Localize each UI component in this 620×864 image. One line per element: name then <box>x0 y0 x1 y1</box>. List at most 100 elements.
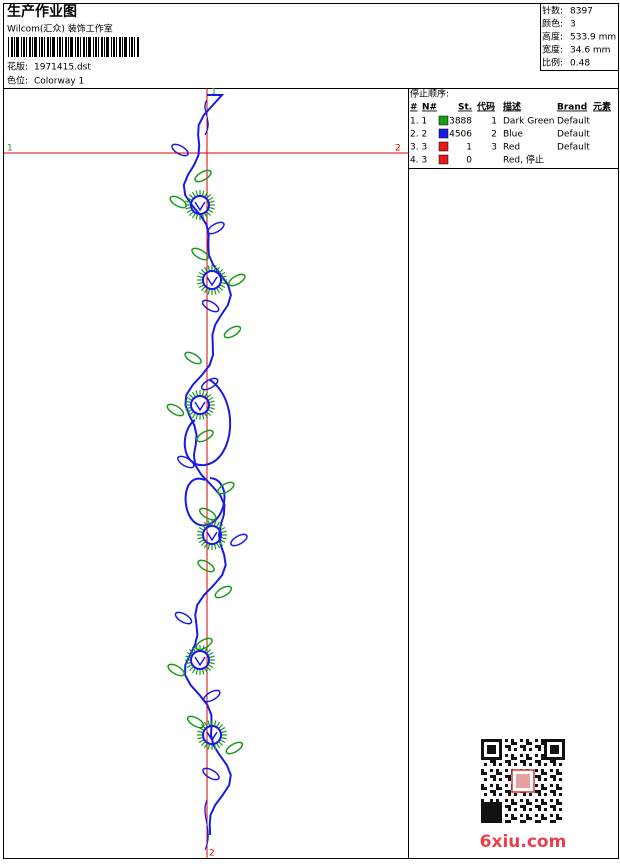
bar-stripe <box>21 37 22 57</box>
qr-cell <box>490 784 493 787</box>
petal-edge <box>198 726 205 732</box>
qr-cell <box>481 808 484 811</box>
qr-cell <box>490 811 493 814</box>
qr-cell <box>550 805 553 808</box>
qr-cell <box>535 754 538 757</box>
qr-cell <box>541 742 544 745</box>
qr-cell <box>481 811 484 814</box>
column-header: # <box>410 103 418 113</box>
qr-cell <box>505 775 508 778</box>
qr-cell <box>487 817 490 820</box>
qr-cell <box>559 757 562 760</box>
qr-cell <box>493 739 496 742</box>
flower <box>202 270 222 290</box>
qr-cell <box>535 760 538 763</box>
qr-cell <box>562 739 565 742</box>
stat-label: 高度: <box>542 31 563 43</box>
qr-cell <box>484 802 487 805</box>
qr-cell <box>544 793 547 796</box>
qr-cell <box>505 805 508 808</box>
qr-cell <box>508 820 511 823</box>
petal-edge <box>213 520 217 527</box>
petal-edge <box>219 283 226 289</box>
qr-cell <box>538 820 541 823</box>
petal-edge <box>219 538 226 544</box>
petal-edge <box>203 521 209 528</box>
qr-cell <box>529 793 532 796</box>
qr-cell <box>484 763 487 766</box>
qr-cell <box>538 748 541 751</box>
colorway-label: 色位: <box>7 75 28 87</box>
color-swatch <box>438 141 449 152</box>
qr-cell <box>499 805 502 808</box>
qr-cell <box>499 778 502 781</box>
qr-cell <box>538 745 541 748</box>
petal-edge <box>219 726 226 732</box>
qr-cell <box>550 757 553 760</box>
qr-cell <box>508 745 511 748</box>
column-header: St. <box>458 103 472 113</box>
qr-cell <box>511 802 514 805</box>
qr-cell <box>499 814 502 817</box>
petal-edge <box>219 271 226 277</box>
bar-stripe <box>16 37 19 57</box>
qr-cell <box>493 778 496 781</box>
qr-cell <box>514 757 517 760</box>
qr-cell <box>556 784 559 787</box>
qr-cell <box>487 751 490 754</box>
qr-cell <box>496 772 499 775</box>
petal-edge <box>195 668 199 675</box>
qr-cell <box>541 769 544 772</box>
stat-value: 8397 <box>570 7 593 17</box>
qr-cell <box>556 757 559 760</box>
qr-cell <box>511 742 514 745</box>
qr-cell <box>496 820 499 823</box>
company: Wilcom(汇众) 装饰工作室 <box>7 23 113 35</box>
qr-cell <box>496 784 499 787</box>
qr-cell <box>541 787 544 790</box>
qr-cell <box>523 793 526 796</box>
petal-edge <box>198 271 205 277</box>
flower <box>202 725 222 745</box>
qr-cell <box>493 748 496 751</box>
qr-cell <box>550 820 553 823</box>
bar-stripe <box>44 37 45 57</box>
bar-stripe <box>106 37 109 57</box>
qr-cell <box>490 820 493 823</box>
qr-cell <box>556 748 559 751</box>
qr-cell <box>505 739 508 742</box>
petal-edge <box>215 542 221 549</box>
qr-cell <box>556 769 559 772</box>
qr-cell <box>514 742 517 745</box>
bar-stripe <box>34 37 37 57</box>
qr-cell <box>487 802 490 805</box>
leaf <box>171 143 189 157</box>
qr-cell <box>481 757 484 760</box>
leaf <box>225 741 244 755</box>
petal-edge <box>198 283 205 289</box>
petal-edge <box>188 210 195 217</box>
qr-cell <box>481 754 484 757</box>
qr-cell <box>526 799 529 802</box>
qr-cell <box>553 808 556 811</box>
qr-cell <box>487 820 490 823</box>
stat-value: 0.48 <box>570 59 590 69</box>
qr-cell <box>520 805 523 808</box>
qr-cell <box>484 805 487 808</box>
qr-cell <box>550 769 553 772</box>
qr-cell <box>529 757 532 760</box>
qr-cell <box>511 739 514 742</box>
bar-stripe <box>137 37 139 57</box>
petal-edge <box>186 208 193 214</box>
qr-cell <box>553 793 556 796</box>
leaf <box>202 767 220 781</box>
row-brand: Default <box>557 130 590 140</box>
watermark: 6xiu.com <box>480 832 567 852</box>
qr-cell <box>481 787 484 790</box>
qr-cell <box>544 808 547 811</box>
flower-center <box>194 201 206 212</box>
qr-cell <box>493 745 496 748</box>
qr-cell <box>493 802 496 805</box>
petal-edge <box>191 212 197 219</box>
qr-cell <box>493 760 496 763</box>
